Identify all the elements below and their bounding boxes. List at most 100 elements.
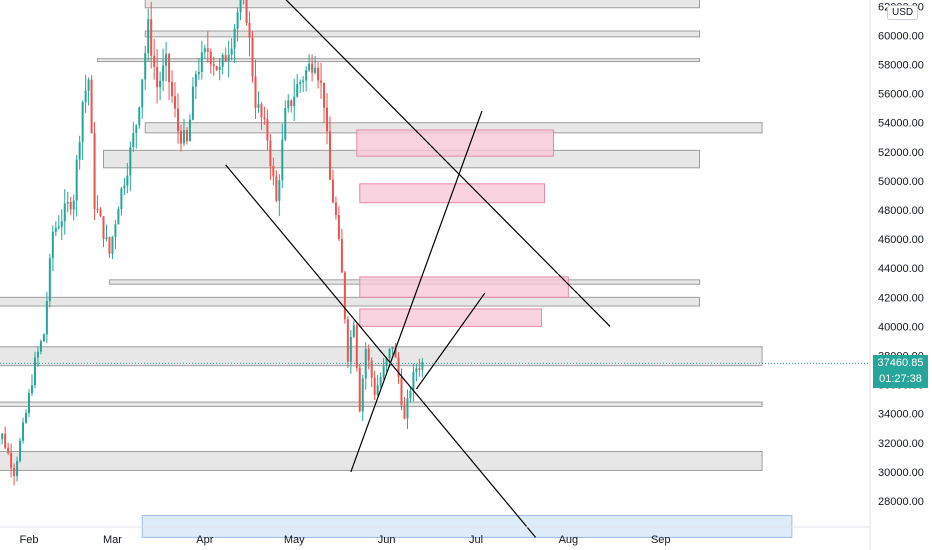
time-tick-label: Jul: [469, 534, 483, 546]
candle-down: [403, 405, 406, 419]
candle-up: [188, 119, 191, 142]
candle-up: [39, 341, 42, 352]
candle-down: [266, 119, 269, 141]
candle-up: [293, 96, 296, 107]
price-tick-label: 54000.00: [878, 118, 924, 130]
candle-up: [415, 368, 418, 372]
candle-up: [75, 159, 78, 201]
candle-up: [36, 351, 39, 358]
candle-up: [144, 53, 147, 80]
candle-up: [30, 385, 33, 394]
trendline: [285, 0, 611, 327]
candle-up: [233, 28, 236, 49]
candle-down: [215, 66, 218, 70]
candle-down: [337, 215, 340, 239]
candle-up: [45, 301, 48, 335]
candle-up: [221, 54, 224, 67]
candle-down: [251, 37, 254, 77]
candle-down: [397, 357, 400, 378]
candle-down: [394, 346, 397, 358]
price-axis[interactable]: 28000.0030000.0032000.0034000.0036000.00…: [878, 1, 924, 508]
candle-up: [197, 71, 200, 75]
candle-up: [412, 371, 415, 392]
candle-down: [269, 140, 272, 167]
candle-up: [129, 147, 132, 176]
price-tick-label: 52000.00: [878, 147, 924, 159]
candle-down: [290, 100, 293, 107]
price-tick-label: 48000.00: [878, 205, 924, 217]
candle-down: [224, 54, 227, 61]
candle-down: [206, 48, 209, 52]
candle-down: [343, 272, 346, 320]
currency-label[interactable]: USD: [887, 5, 919, 20]
candle-up: [114, 224, 117, 237]
blue-zone: [141, 515, 793, 538]
candle-down: [346, 319, 349, 362]
candle-up: [352, 325, 355, 337]
candle-up: [203, 48, 206, 53]
candle-up: [159, 80, 162, 88]
candle-down: [275, 176, 278, 201]
candle-up: [141, 79, 144, 108]
candle-down: [331, 179, 334, 203]
candle-down: [150, 19, 153, 56]
candle-down: [174, 96, 177, 109]
candle-up: [239, 0, 242, 13]
candle-up: [385, 358, 388, 367]
candle-up: [191, 86, 194, 120]
candle-up: [361, 378, 364, 412]
gray-zone: [0, 296, 700, 307]
candle-down: [185, 130, 188, 142]
candle-up: [120, 188, 123, 210]
candle-down: [108, 237, 111, 254]
price-tick-label: 28000.00: [878, 496, 924, 508]
time-tick-label: Mar: [103, 534, 122, 546]
last-price-badge: 37460.85 01:27:38: [873, 355, 928, 388]
time-tick-label: Sep: [651, 534, 671, 546]
candle-down: [323, 82, 326, 108]
candle-up: [57, 226, 60, 228]
candle-up: [19, 440, 22, 461]
candle-up: [305, 70, 308, 81]
time-axis[interactable]: Feb Mar Apr May Jun Jul Aug Sep: [20, 534, 671, 546]
candle-up: [54, 227, 57, 232]
candle-down: [177, 108, 179, 132]
price-tick-label: 30000.00: [878, 467, 924, 479]
price-tick-label: 60000.00: [878, 30, 924, 42]
trendline: [415, 292, 486, 390]
candle-up: [194, 74, 197, 87]
candle-up: [200, 52, 203, 72]
candle-down: [311, 63, 314, 73]
candle-up: [22, 422, 25, 441]
candle-up: [299, 82, 302, 84]
candle-up: [376, 385, 379, 396]
price-tick-label: 32000.00: [878, 438, 924, 450]
pink-zone: [359, 308, 543, 327]
candle-up: [78, 142, 81, 160]
candle-up: [135, 125, 138, 134]
price-tick-label: 42000.00: [878, 292, 924, 304]
candle-up: [182, 130, 185, 144]
candle-up: [287, 100, 290, 109]
candle-up: [147, 19, 150, 54]
candle-down: [317, 67, 320, 81]
candle-down: [326, 107, 328, 132]
candle-up: [227, 54, 230, 61]
candle-up: [138, 107, 141, 126]
price-tick-label: 46000.00: [878, 234, 924, 246]
candle-down: [418, 368, 421, 370]
candle-down: [153, 55, 156, 67]
candle-down: [328, 131, 331, 180]
trendline: [350, 110, 483, 473]
pink-zone: [356, 129, 554, 157]
candle-up: [63, 203, 66, 222]
gray-zone: [0, 451, 763, 471]
zones-layer: [0, 0, 793, 538]
candle-up: [349, 336, 352, 362]
gray-zone: [144, 0, 701, 9]
gray-zone: [0, 401, 763, 407]
candle-down: [10, 453, 13, 468]
candle-down: [254, 76, 257, 108]
candle-down: [209, 51, 212, 65]
